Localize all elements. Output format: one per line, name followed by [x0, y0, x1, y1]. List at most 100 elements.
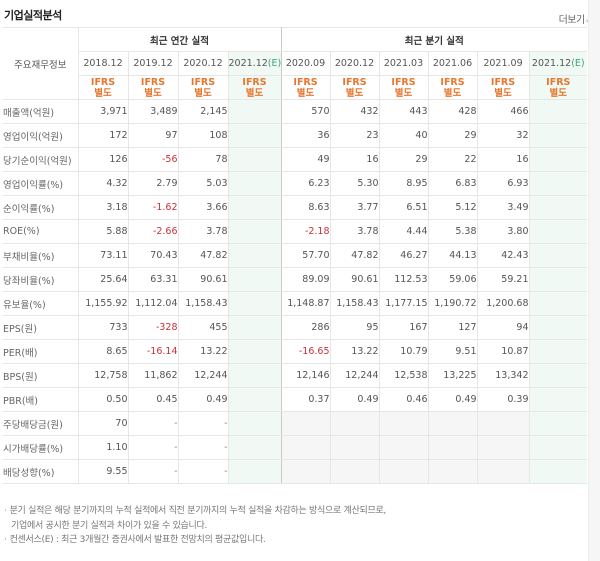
- quarter-value: 8.63: [280, 195, 331, 220]
- quarter-value: [329, 459, 380, 484]
- quarter-value: 1,190.72: [427, 291, 478, 316]
- annual-value: -: [127, 411, 179, 436]
- annual-value: -16.14: [127, 339, 179, 364]
- basis-label: 별도: [443, 87, 462, 99]
- quarter-value: 22: [427, 147, 478, 172]
- annual-value: [227, 291, 282, 316]
- row-label: 당기순이익(억원): [3, 147, 79, 172]
- annual-value: 3.66: [177, 195, 229, 220]
- table-row: 영업이익(억원) 172 97 108 36 23 40 29 32: [3, 123, 588, 148]
- period-row: 2018.12 2019.12 2020.12 2021.12(E) 2020.09 20…: [3, 51, 588, 76]
- quarter-value: [280, 411, 331, 436]
- quarter-value: [427, 411, 478, 436]
- row-header: 주요재무정보: [3, 27, 79, 100]
- quarter-value: [528, 147, 588, 172]
- quarter-value: 46.27: [378, 243, 429, 268]
- period-label: 2021.09: [483, 58, 523, 69]
- period-label: 2021.12: [228, 58, 268, 69]
- annual-group-header: 최근 연간 실적: [77, 27, 282, 52]
- annual-value: [227, 147, 282, 172]
- annual-value: -: [177, 411, 229, 436]
- quarter-value: [427, 459, 478, 484]
- annual-value: 3,489: [127, 99, 179, 124]
- scrollbar-track[interactable]: [588, 0, 600, 561]
- quarter-value: 570: [280, 99, 331, 124]
- ifrs-basis-header: IFRS 별도: [427, 75, 478, 100]
- quarter-value: 36: [280, 123, 331, 148]
- quarter-value: [378, 435, 429, 460]
- quarter-value: 6.23: [280, 171, 331, 196]
- quarter-group-header: 최근 분기 실적: [280, 27, 588, 52]
- row-label: 매출액(억원): [3, 99, 79, 124]
- annual-value: -56: [127, 147, 179, 172]
- quarter-value: 127: [427, 315, 478, 340]
- quarter-value: 12,538: [378, 363, 429, 388]
- quarter-value: 5.30: [329, 171, 380, 196]
- annual-value: 12,758: [77, 363, 129, 388]
- quarter-value: [528, 339, 588, 364]
- annual-value: 1,158.43: [177, 291, 229, 316]
- quarter-value: 3.77: [329, 195, 380, 220]
- annual-value: 5.88: [77, 219, 129, 244]
- quarter-value: [329, 435, 380, 460]
- quarter-value: 13,225: [427, 363, 478, 388]
- quarter-value: 0.49: [329, 387, 380, 412]
- annual-value: -: [177, 435, 229, 460]
- quarter-value: 0.39: [476, 387, 530, 412]
- table-row: 영업이익률(%) 4.32 2.79 5.03 6.23 5.30 8.95 6.83 6.93: [3, 171, 588, 196]
- annual-value: 1.10: [77, 435, 129, 460]
- quarter-value: 0.49: [427, 387, 478, 412]
- ifrs-label: IFRS: [391, 76, 416, 88]
- quarter-value: 32: [476, 123, 530, 148]
- period-label: 2021.03: [383, 58, 424, 69]
- ifrs-label: IFRS: [490, 76, 516, 88]
- quarter-value: 59.06: [427, 267, 478, 292]
- ifrs-basis-header: IFRS 별도: [280, 75, 331, 100]
- quarter-value: 3.78: [329, 219, 380, 244]
- quarter-value: [528, 123, 588, 148]
- row-label: PBR(배): [3, 387, 79, 412]
- annual-value: 2,145: [177, 99, 229, 124]
- ifrs-label: IFRS: [242, 76, 267, 88]
- quarter-value: [528, 411, 588, 436]
- quarter-value: [528, 435, 588, 460]
- quarter-value: 29: [378, 147, 429, 172]
- annual-value: [227, 315, 282, 340]
- quarter-value: [528, 171, 588, 196]
- annual-value: [227, 459, 282, 484]
- quarter-value: [528, 363, 588, 388]
- ifrs-label: IFRS: [190, 76, 216, 88]
- quarter-value: 466: [476, 99, 530, 124]
- quarter-value: 8.95: [378, 171, 429, 196]
- section-title: 기업실적분석: [4, 9, 62, 22]
- period-header: 2019.12: [127, 51, 179, 76]
- quarter-value: [427, 435, 478, 460]
- quarter-value: -2.18: [280, 219, 331, 244]
- quarter-value: 12,244: [329, 363, 380, 388]
- period-header: 2020.12: [177, 51, 229, 76]
- period-label: 2020.12: [183, 58, 223, 69]
- annual-value: 78: [177, 147, 229, 172]
- annual-value: [227, 171, 282, 196]
- ifrs-basis-header: IFRS 별도: [528, 75, 588, 100]
- basis-label: 별도: [394, 87, 413, 99]
- more-link[interactable]: 더보기›: [559, 11, 589, 26]
- annual-value: -: [127, 435, 179, 460]
- table-row: 시가배당률(%) 1.10- -: [3, 435, 588, 460]
- table-row: EPS(원) 733 -328 455 286 95 167 127 94: [3, 315, 588, 340]
- footnote-quarterly: · 분기 실적은 해당 분기까지의 누적 실적에서 직전 분기까지의 누적 실적을…: [4, 506, 386, 516]
- quarter-value: [329, 411, 380, 436]
- annual-value: 73.11: [77, 243, 129, 268]
- quarter-value: [280, 459, 331, 484]
- period-label: 2020.12: [334, 58, 375, 69]
- quarter-value: [528, 195, 588, 220]
- period-header: 2021.09: [476, 51, 530, 76]
- annual-value: 3,971: [77, 99, 129, 124]
- annual-value: -1.62: [127, 195, 179, 220]
- quarter-value: 16: [476, 147, 530, 172]
- annual-value: -: [127, 459, 179, 484]
- quarter-value: [528, 291, 588, 316]
- row-label: 시가배당률(%): [3, 435, 79, 460]
- quarter-value: 44.13: [427, 243, 478, 268]
